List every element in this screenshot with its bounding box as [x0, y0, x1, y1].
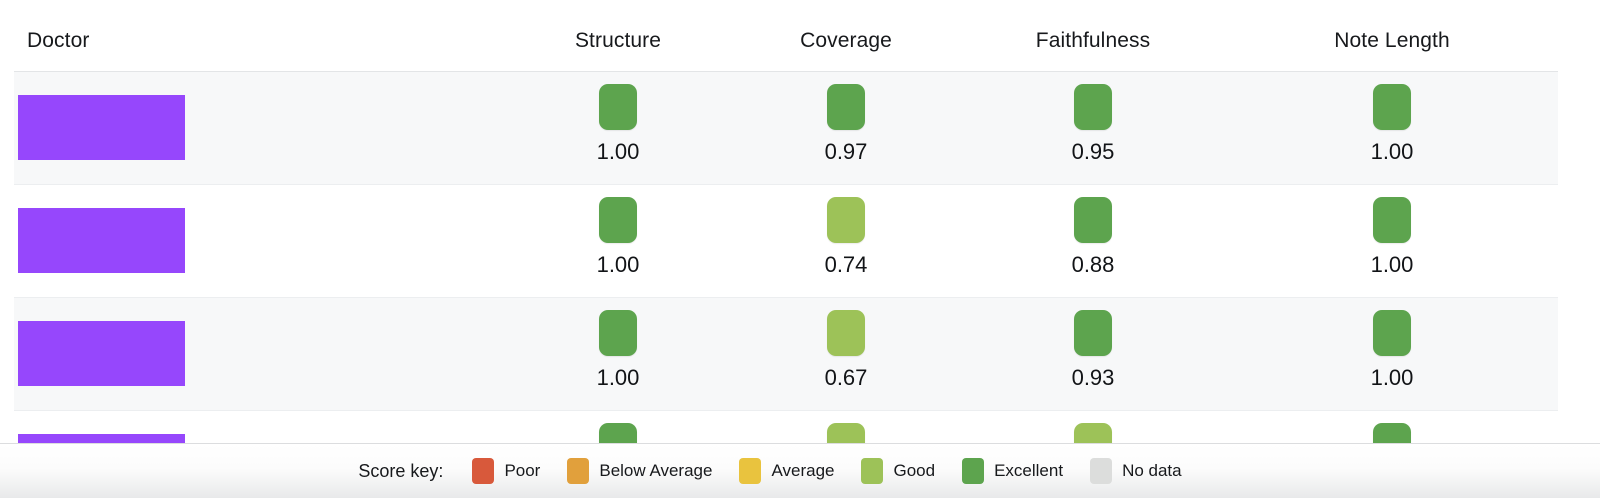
column-header-structure: Structure [504, 0, 732, 72]
score-key-item-label: Average [771, 461, 835, 480]
score-key-item: Average [739, 458, 834, 484]
score-key-item-label: Good [893, 461, 936, 480]
doctor-cell [14, 296, 504, 410]
score-key-swatch-no-data [1090, 458, 1113, 484]
column-header-coverage: Coverage [732, 0, 960, 72]
table-header: Doctor Structure Coverage Faithfulness N… [14, 0, 1558, 72]
table-row: 1.00 0.97 0.95 1.00 [14, 71, 1558, 184]
score-badge-excellent [1074, 83, 1112, 130]
score-key-swatch-excellent [962, 458, 985, 484]
metric-cell: 1.00 [504, 183, 732, 297]
metric-cell: 0.95 [960, 71, 1226, 184]
score-value: 0.97 [824, 138, 868, 164]
table-row: 1.00 0.67 0.93 1.00 [14, 296, 1558, 410]
score-value: 0.67 [824, 364, 868, 390]
score-key-swatch-good [861, 458, 884, 484]
table-row: 1.00 0.74 0.88 1.00 [14, 183, 1558, 297]
score-value: 1.00 [596, 251, 640, 277]
score-key-item-label: Poor [504, 461, 541, 480]
score-badge-excellent [1074, 309, 1112, 356]
score-key-label: Score key: [358, 460, 444, 481]
metric-cell: 0.88 [960, 183, 1226, 297]
score-badge-good [827, 196, 865, 243]
metric-cell: 1.00 [1226, 183, 1558, 297]
doctor-cell [14, 183, 504, 297]
score-value: 1.00 [1370, 251, 1414, 277]
score-badge-excellent [827, 83, 865, 130]
score-value: 0.93 [1071, 364, 1115, 390]
doctor-scores-table: Doctor Structure Coverage Faithfulness N… [14, 0, 1558, 498]
score-value: 0.95 [1071, 138, 1115, 164]
score-key-swatch-poor [472, 458, 495, 484]
score-key-item: Excellent [962, 458, 1063, 484]
score-key-items: Poor Below Average Average Good Excellent No … [472, 458, 1182, 484]
score-key-item-label: Excellent [994, 461, 1064, 480]
score-key-item-label: No data [1122, 461, 1182, 480]
column-header-faithfulness: Faithfulness [960, 0, 1226, 72]
doctor-name-redacted [18, 95, 185, 160]
column-header-note-length: Note Length [1226, 0, 1558, 72]
score-badge-excellent [1074, 196, 1112, 243]
metric-cell: 1.00 [1226, 71, 1558, 184]
score-value: 0.74 [824, 251, 868, 277]
score-badge-excellent [1373, 196, 1411, 243]
score-badge-excellent [599, 196, 637, 243]
score-key-item: Poor [472, 458, 540, 484]
metric-cell: 0.74 [732, 183, 960, 297]
metric-cell: 1.00 [1226, 296, 1558, 410]
score-value: 1.00 [596, 138, 640, 164]
score-badge-excellent [599, 83, 637, 130]
score-key-swatch-average [739, 458, 762, 484]
metric-cell: 0.67 [732, 296, 960, 410]
score-key-item: No data [1090, 458, 1182, 484]
column-header-doctor: Doctor [14, 0, 504, 72]
score-key-item: Below Average [567, 458, 712, 484]
doctor-name-redacted [18, 321, 185, 386]
table-body: 1.00 0.97 0.95 1.00 1.00 0.74 0.88 1.00 1.00 0.67… [14, 71, 1558, 498]
doctor-name-redacted [18, 208, 185, 273]
metric-cell: 1.00 [504, 71, 732, 184]
doctor-cell [14, 71, 504, 184]
score-key-item: Good [861, 458, 935, 484]
score-badge-excellent [1373, 309, 1411, 356]
score-value: 1.00 [596, 364, 640, 390]
score-value: 1.00 [1370, 138, 1414, 164]
score-badge-excellent [599, 309, 637, 356]
score-badge-excellent [1373, 83, 1411, 130]
score-badge-good [827, 309, 865, 356]
metric-cell: 0.97 [732, 71, 960, 184]
score-key-item-label: Below Average [599, 461, 713, 480]
score-key-bar: Score key: Poor Below Average Average Good E… [0, 443, 1600, 498]
score-key-swatch-below-average [567, 458, 590, 484]
score-value: 0.88 [1071, 251, 1115, 277]
metric-cell: 0.93 [960, 296, 1226, 410]
metric-cell: 1.00 [504, 296, 732, 410]
score-value: 1.00 [1370, 364, 1414, 390]
